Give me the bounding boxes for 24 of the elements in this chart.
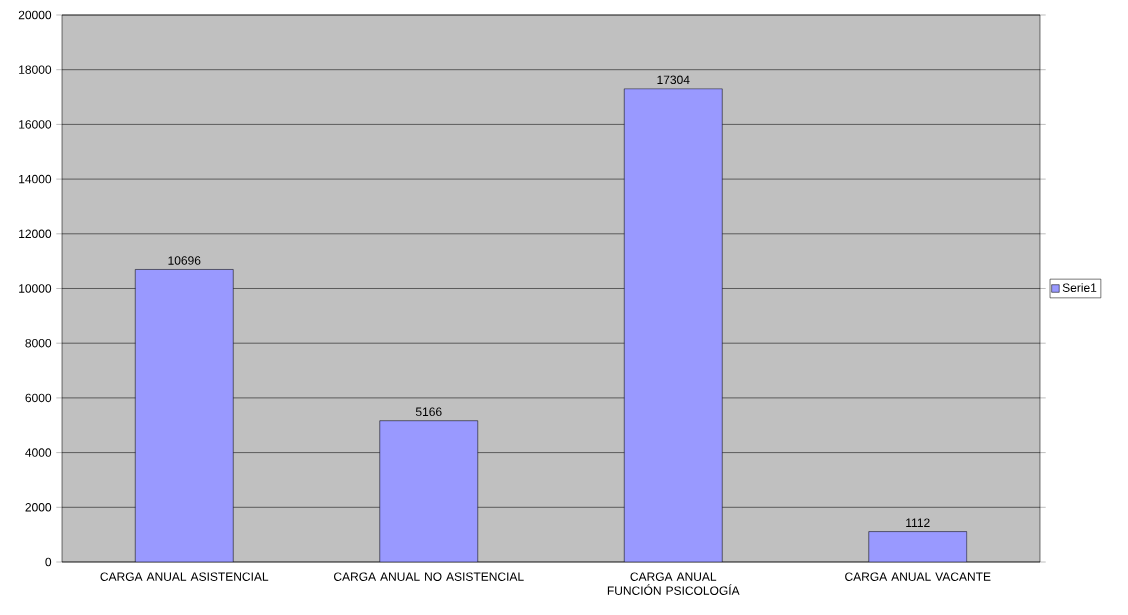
- y-tick-label: 0: [45, 557, 52, 567]
- bar: [623, 88, 723, 562]
- data-label: 1112: [906, 518, 930, 527]
- x-tick-label: CARGA ANUAL NO ASISTENCIAL: [334, 572, 524, 581]
- bar: [868, 531, 968, 562]
- bar: [379, 420, 479, 562]
- y-tick-label: 14000: [19, 174, 52, 184]
- y-tick-label: 18000: [19, 65, 52, 74]
- x-tick-label: CARGA ANUAL FUNCIÓN PSICOLOGÍA: [607, 572, 740, 595]
- y-tick-label: 6000: [25, 393, 52, 403]
- y-tick-label: 10000: [19, 284, 52, 293]
- y-tick-label: 8000: [25, 338, 52, 348]
- y-tick-label: 4000: [25, 448, 52, 457]
- bar: [134, 269, 234, 562]
- legend-label: Serie1: [1062, 283, 1097, 292]
- y-tick-label: 2000: [25, 503, 52, 512]
- y-tick-label: 12000: [19, 229, 52, 239]
- y-tick-label: 16000: [19, 120, 52, 129]
- data-label: 5166: [415, 407, 442, 417]
- data-label: 10696: [168, 256, 201, 265]
- data-label: 17304: [657, 75, 690, 85]
- y-tick-label: 20000: [18, 10, 52, 20]
- x-tick-label: CARGA ANUAL VACANTE: [845, 572, 991, 581]
- x-tick-label: CARGA ANUAL ASISTENCIAL: [100, 572, 269, 581]
